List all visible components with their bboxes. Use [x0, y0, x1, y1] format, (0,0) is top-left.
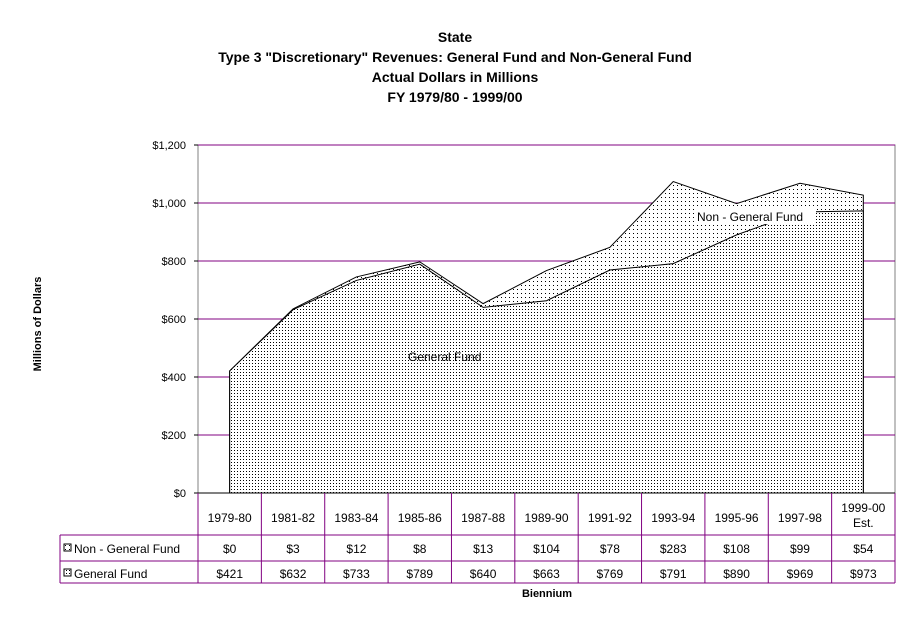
table-cell-value: $0	[223, 542, 237, 556]
area-general-fund	[229, 210, 864, 494]
x-tick-label: 1993-94	[651, 511, 695, 525]
y-tick-label: $0	[174, 488, 186, 500]
annotation-bg	[694, 208, 816, 224]
table-cell-value: $791	[660, 567, 687, 581]
table-cell-value: $663	[533, 567, 560, 581]
table-cell-value: $104	[533, 542, 560, 556]
table-cell-value: $640	[470, 567, 497, 581]
table-cell-value: $12	[346, 542, 366, 556]
title-line-1: State	[437, 29, 473, 45]
table-cell-value: $99	[790, 542, 810, 556]
table-cell-value: $78	[600, 542, 620, 556]
y-tick-label: $1,200	[152, 140, 186, 152]
x-tick-label: 1991-92	[588, 511, 632, 525]
y-tick-label: $400	[162, 372, 186, 384]
legend-key	[63, 543, 72, 552]
y-tick-label: $800	[162, 256, 186, 268]
table-cell-value: $890	[723, 567, 750, 581]
x-tick-label: 1985-86	[398, 511, 442, 525]
x-tick-label: 1995-96	[715, 511, 759, 525]
title-line-4: FY 1979/80 - 1999/00	[387, 89, 523, 105]
table-cell-value: $421	[216, 567, 243, 581]
x-tick-label: 1987-88	[461, 511, 505, 525]
annotation-general-fund: General Fund	[408, 350, 481, 364]
x-tick-label-line1: 1999-00	[841, 501, 885, 515]
title-line-3: Actual Dollars in Millions	[371, 69, 539, 85]
table-cell-value: $632	[280, 567, 307, 581]
x-tick-label: 1979-80	[208, 511, 252, 525]
table-cell-value: $733	[343, 567, 370, 581]
legend-series-name: General Fund	[74, 567, 147, 581]
table-cell-value: $108	[723, 542, 750, 556]
y-tick-label: $1,000	[152, 198, 186, 210]
x-tick-label-line2: Est.	[853, 516, 874, 530]
table-cell-value: $973	[850, 567, 877, 581]
table-cell-value: $969	[787, 567, 814, 581]
x-tick-label: 1989-90	[524, 511, 568, 525]
table-cell-value: $54	[853, 542, 873, 556]
table-cell-value: $769	[597, 567, 624, 581]
x-tick-label: 1981-82	[271, 511, 315, 525]
x-tick-label: 1983-84	[334, 511, 378, 525]
y-tick-label: $600	[162, 314, 186, 326]
legend-series-name: Non - General Fund	[74, 542, 180, 556]
table-cell-value: $283	[660, 542, 687, 556]
x-tick-label: 1997-98	[778, 511, 822, 525]
annotation-non-general-fund: Non - General Fund	[697, 210, 803, 224]
y-tick-label: $200	[162, 430, 186, 442]
table-cell-value: $13	[473, 542, 493, 556]
table-cell-value: $789	[406, 567, 433, 581]
table-cell-value: $3	[286, 542, 300, 556]
x-axis-label: Biennium	[521, 588, 573, 600]
legend-key	[63, 568, 72, 577]
table-cell-value: $8	[413, 542, 427, 556]
chart-title: State Type 3 "Discretionary" Revenues: G…	[0, 27, 910, 107]
title-line-2: Type 3 "Discretionary" Revenues: General…	[218, 49, 692, 65]
